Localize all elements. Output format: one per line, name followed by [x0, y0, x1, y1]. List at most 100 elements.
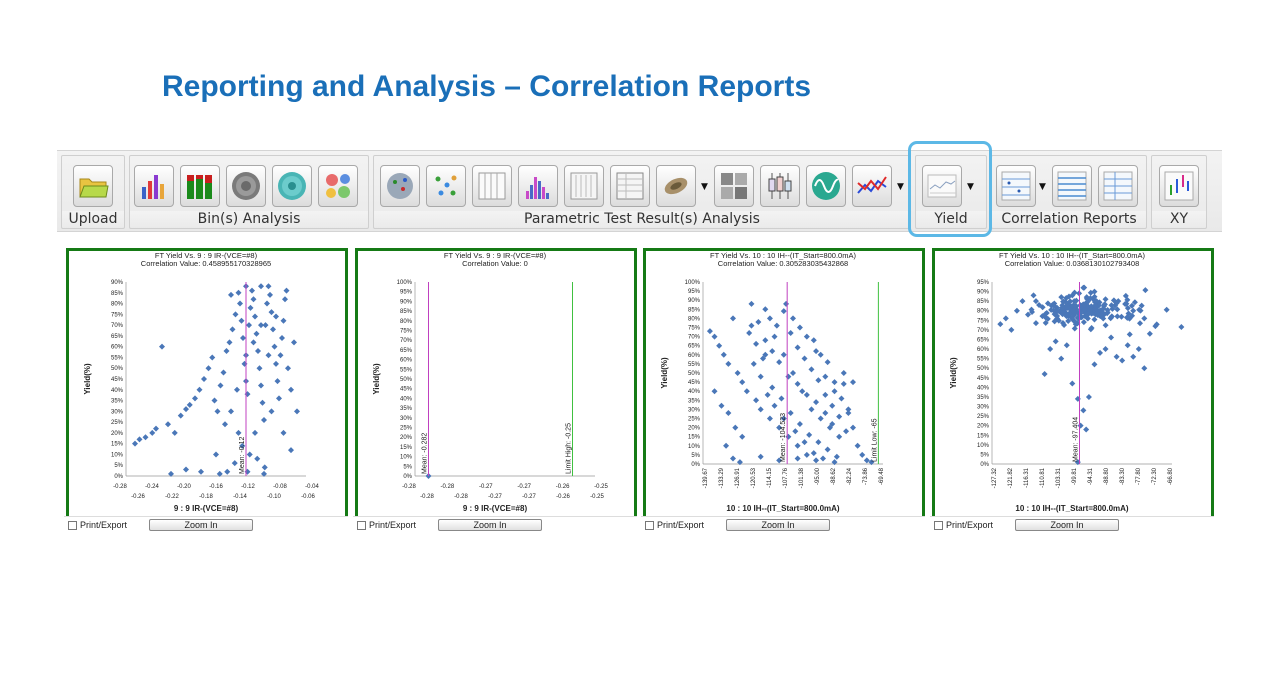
data-point	[718, 402, 725, 409]
zoom-in-button[interactable]: Zoom In	[726, 519, 830, 531]
correlation-table-button[interactable]	[1052, 165, 1092, 207]
y-tick-label: 20%	[977, 424, 990, 430]
data-point	[1084, 315, 1091, 322]
data-point	[806, 431, 813, 438]
y-tick-label: 65%	[111, 334, 124, 340]
param-scatter-dots-button[interactable]	[426, 165, 466, 207]
print-export-checkbox[interactable]	[934, 521, 943, 530]
data-point	[1059, 304, 1066, 311]
param-histogram-button[interactable]	[518, 165, 558, 207]
stacked-bar-icon	[187, 175, 212, 199]
print-export-checkbox[interactable]	[68, 521, 77, 530]
data-point	[771, 402, 778, 409]
y-tick-label: 75%	[688, 326, 701, 332]
data-point	[748, 300, 755, 307]
bar-chart-icon	[142, 175, 164, 199]
xy-chart-button[interactable]	[1159, 165, 1199, 207]
data-point	[1091, 361, 1098, 368]
x-tick-label: -110.81	[1040, 467, 1046, 488]
chevron-down-icon[interactable]: ▼	[701, 182, 708, 192]
data-point	[1069, 380, 1076, 387]
param-vertical-lines-button[interactable]	[564, 165, 604, 207]
bin-wafer-teal-button[interactable]	[272, 165, 312, 207]
data-point	[1152, 323, 1159, 330]
print-export-checkbox[interactable]	[645, 521, 654, 530]
y-tick-label: 85%	[111, 291, 124, 297]
data-point	[778, 395, 785, 402]
data-point	[250, 296, 257, 303]
data-point	[1080, 407, 1087, 414]
correlation-matrix-button[interactable]	[1098, 165, 1138, 207]
data-point	[153, 425, 159, 432]
bin-wafer-gray-button[interactable]	[226, 165, 266, 207]
data-point	[1086, 309, 1093, 316]
param-table-grid-button[interactable]	[610, 165, 650, 207]
panel-footer: Print/Export Zoom In	[641, 516, 925, 534]
data-point	[746, 329, 753, 336]
y-tick-label: 10%	[688, 444, 701, 450]
y-tick-label: 85%	[400, 309, 413, 315]
param-sine-wave-button[interactable]	[806, 165, 846, 207]
chevron-down-icon[interactable]: ▼	[1039, 182, 1046, 192]
cloud-scatter-icon	[664, 177, 688, 195]
data-point	[1032, 320, 1039, 327]
data-point	[294, 408, 300, 415]
param-box-plot-button[interactable]	[760, 165, 800, 207]
y-tick-label: 100%	[397, 280, 413, 286]
data-point	[1096, 299, 1103, 306]
y-tick-label: 35%	[977, 395, 990, 401]
bin-stacked-bar-button[interactable]	[180, 165, 220, 207]
y-tick-label: 30%	[688, 407, 701, 413]
data-point	[766, 315, 773, 322]
y-tick-label: 70%	[111, 323, 124, 329]
data-point	[265, 352, 272, 359]
param-gallery-grid-button[interactable]	[714, 165, 754, 207]
bin-bar-chart-button[interactable]	[134, 165, 174, 207]
param-line-trend-button[interactable]	[852, 165, 892, 207]
data-point	[224, 468, 231, 475]
print-export-checkbox[interactable]	[357, 521, 366, 530]
correlation-scatter-button[interactable]	[996, 165, 1036, 207]
data-point	[226, 339, 233, 346]
data-point	[1130, 307, 1137, 314]
y-tick-label: 50%	[688, 371, 701, 377]
data-point	[843, 428, 850, 435]
x-tick-label: -0.27	[479, 484, 493, 490]
data-point	[1119, 357, 1126, 364]
data-point	[244, 391, 251, 398]
y-axis-label: Yield(%)	[660, 357, 669, 389]
print-export-label: Print/Export	[80, 520, 128, 530]
chevron-down-icon[interactable]: ▼	[897, 182, 904, 192]
x-tick-label: -83.30	[1120, 467, 1126, 485]
x-tick-label: -77.80	[1136, 467, 1142, 485]
y-tick-label: 45%	[400, 387, 413, 393]
y-tick-label: 55%	[688, 362, 701, 368]
data-point	[771, 333, 778, 340]
param-box-grid-button[interactable]	[472, 165, 512, 207]
bin-pie-button[interactable]	[318, 165, 358, 207]
data-point	[1113, 353, 1120, 360]
data-point	[1107, 315, 1114, 322]
data-point	[222, 421, 228, 428]
x-tick-label: -0.08	[273, 484, 287, 490]
x-tick-label: -0.26	[556, 484, 570, 490]
x-tick-label: -0.12	[241, 484, 255, 490]
zoom-in-button[interactable]: Zoom In	[149, 519, 253, 531]
y-tick-label: 45%	[688, 380, 701, 386]
data-point	[250, 339, 257, 346]
param-wafer-scatter-button[interactable]	[380, 165, 420, 207]
param-cloud-scatter-button[interactable]	[656, 165, 696, 207]
data-point	[1142, 287, 1149, 294]
x-tick-label: -120.53	[751, 467, 757, 488]
data-point	[829, 402, 836, 409]
zoom-in-button[interactable]: Zoom In	[438, 519, 542, 531]
data-point	[253, 330, 260, 337]
zoom-in-button[interactable]: Zoom In	[1015, 519, 1119, 531]
yield-chart-button[interactable]	[922, 165, 962, 207]
y-tick-label: 85%	[977, 299, 990, 305]
data-point	[838, 395, 845, 402]
upload-button[interactable]	[73, 165, 113, 207]
data-point	[177, 412, 184, 419]
vertical-lines-icon	[570, 172, 598, 200]
chevron-down-icon[interactable]: ▼	[967, 182, 974, 192]
